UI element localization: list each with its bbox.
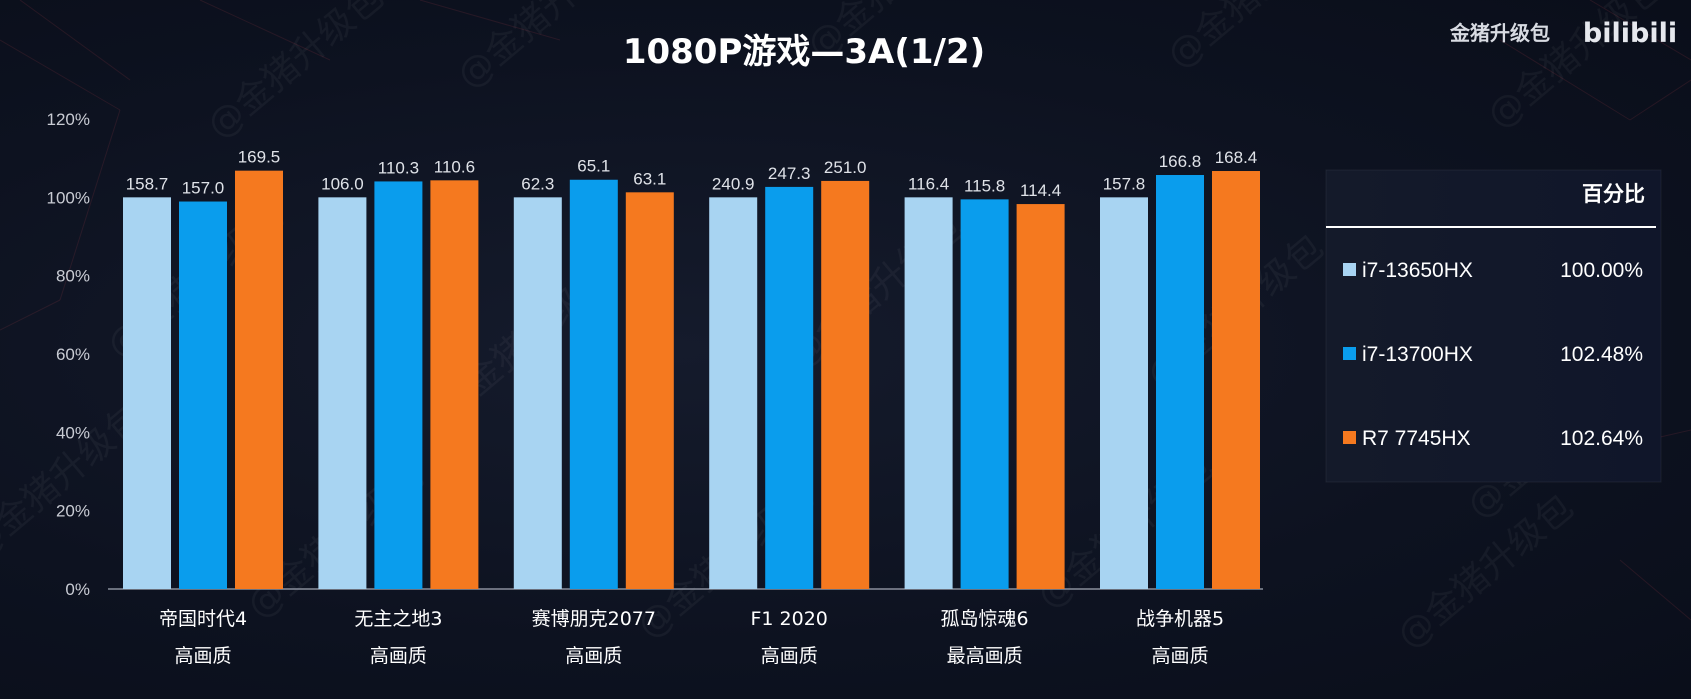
bar xyxy=(235,170,283,589)
bar xyxy=(821,180,870,590)
data-label: 166.8 xyxy=(1159,152,1202,171)
legend-swatch xyxy=(1343,431,1356,444)
data-label: 240.9 xyxy=(712,174,755,193)
bar xyxy=(374,181,423,589)
bar xyxy=(123,197,171,590)
x-category-setting: 高画质 xyxy=(174,645,231,667)
data-label: 157.8 xyxy=(1103,174,1146,193)
bar xyxy=(430,180,479,589)
bar xyxy=(1016,204,1065,589)
data-label: 169.5 xyxy=(238,148,281,167)
bar xyxy=(765,186,814,590)
legend-series-name: i7-13700HX xyxy=(1362,343,1473,366)
bar xyxy=(625,192,674,589)
x-category-label: F1 2020 xyxy=(750,608,827,630)
x-category-label: 孤岛惊魂6 xyxy=(941,608,1029,630)
x-category-setting: 高画质 xyxy=(761,645,818,667)
legend-series-value: 102.64% xyxy=(1560,427,1643,450)
data-label: 62.3 xyxy=(521,174,554,193)
y-tick-label: 100% xyxy=(47,188,90,207)
brand-name: 金猪升级包 xyxy=(1449,21,1550,45)
y-axis: 0% 20% 40% 60% 80% 100% 120% xyxy=(47,110,90,599)
data-label: 110.6 xyxy=(434,157,475,176)
bar xyxy=(960,199,1009,589)
legend-series-value: 100.00% xyxy=(1560,259,1643,282)
bar xyxy=(318,197,367,590)
y-tick-label: 80% xyxy=(56,267,90,286)
legend: 百分比 i7-13650HX 100.00% i7-13700HX 102.48% R7… xyxy=(1325,169,1662,483)
x-category-setting: 高画质 xyxy=(565,645,622,667)
watermark-text: @金猪升级包 xyxy=(199,0,391,147)
legend-header: 百分比 xyxy=(1582,182,1645,206)
x-category-label: 帝国时代4 xyxy=(159,608,247,630)
data-label: 115.8 xyxy=(964,176,1005,195)
watermark-text: @金猪升级包 xyxy=(1159,0,1351,77)
bilibili-logo: bilibili xyxy=(1583,18,1677,49)
bar xyxy=(179,201,227,589)
watermark-text: @金猪升级包 xyxy=(449,0,641,97)
y-tick-label: 40% xyxy=(56,423,90,442)
legend-series-name: R7 7745HX xyxy=(1362,427,1471,450)
legend-series-value: 102.48% xyxy=(1560,343,1643,366)
data-label: 158.7 xyxy=(126,174,169,193)
bar xyxy=(904,197,953,590)
x-category-setting: 高画质 xyxy=(1151,645,1208,667)
category-labels: 帝国时代4 高画质 无主之地3 高画质 赛博朋克2077 高画质 F1 2020 高画质 孤岛惊… xyxy=(159,608,1224,667)
y-tick-label: 60% xyxy=(56,345,90,364)
legend-panel xyxy=(1325,169,1662,483)
x-category-label: 战争机器5 xyxy=(1136,608,1224,630)
bar xyxy=(1100,197,1148,590)
bar xyxy=(569,179,618,589)
legend-swatch xyxy=(1343,347,1356,360)
data-label: 168.4 xyxy=(1215,148,1258,167)
x-category-label: 无主之地3 xyxy=(354,608,442,630)
data-label: 116.4 xyxy=(908,174,949,193)
bar xyxy=(1212,171,1260,589)
legend-swatch xyxy=(1343,263,1356,276)
bars xyxy=(123,170,1260,590)
y-tick-label: 20% xyxy=(56,502,90,521)
bar xyxy=(709,197,758,590)
data-label: 114.4 xyxy=(1020,181,1061,200)
x-category-setting: 最高画质 xyxy=(947,645,1023,667)
chart-title: 1080P游戏—3A(1/2) xyxy=(623,32,985,72)
data-label: 251.0 xyxy=(824,158,867,177)
data-label: 63.1 xyxy=(633,169,666,188)
x-category-label: 赛博朋克2077 xyxy=(532,608,656,630)
x-category-setting: 高画质 xyxy=(370,645,427,667)
y-tick-label: 120% xyxy=(47,110,90,129)
data-labels: 158.7 157.0 169.5 106.0 110.3 110.6 62.3 65.1 63… xyxy=(126,148,1258,200)
data-label: 110.3 xyxy=(378,158,419,177)
y-tick-label: 0% xyxy=(65,580,90,599)
data-label: 106.0 xyxy=(321,174,364,193)
data-label: 157.0 xyxy=(182,179,225,198)
data-label: 247.3 xyxy=(768,164,811,183)
legend-series-name: i7-13650HX xyxy=(1362,259,1473,282)
bar xyxy=(513,197,562,590)
bar xyxy=(1156,175,1204,589)
data-label: 65.1 xyxy=(577,157,610,176)
